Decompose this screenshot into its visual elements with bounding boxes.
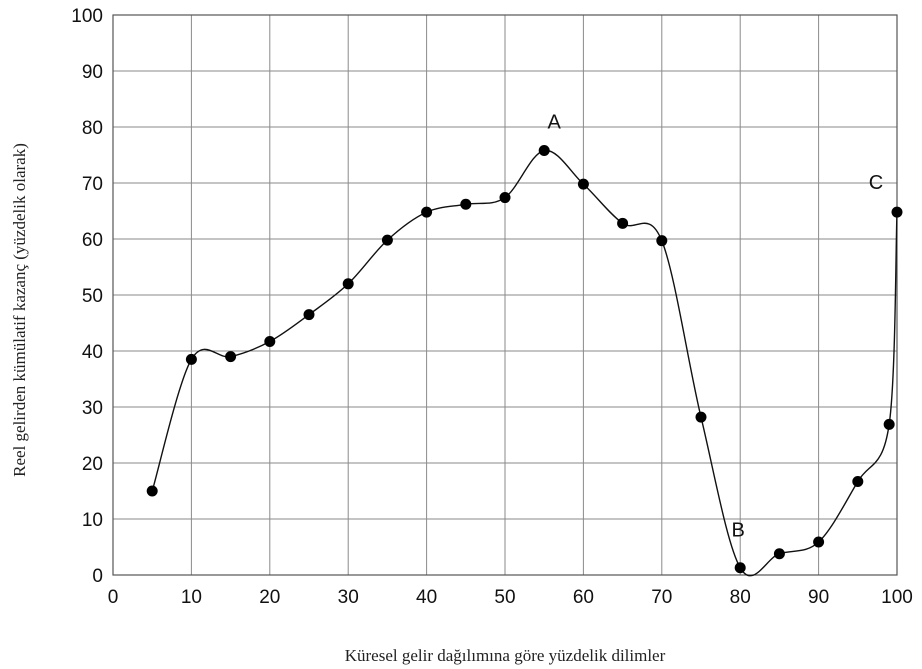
y-tick-labels: 0 10 20 30 40 50 60 70 80 90 100 bbox=[71, 6, 103, 587]
y-tick-label: 100 bbox=[71, 6, 103, 27]
x-tick-label: 90 bbox=[808, 587, 829, 608]
y-tick-label: 20 bbox=[82, 454, 103, 475]
data-point bbox=[883, 418, 895, 430]
annotation-label: A bbox=[548, 112, 562, 134]
data-point bbox=[185, 353, 197, 365]
x-tick-label: 50 bbox=[494, 587, 515, 608]
y-tick-label: 10 bbox=[82, 510, 103, 531]
x-tick-label: 70 bbox=[651, 587, 672, 608]
x-tick-label: 60 bbox=[573, 587, 594, 608]
plot-frame bbox=[112, 14, 898, 576]
y-axis-title: Reel gelirden kümülatif kazanç (yüzdelik… bbox=[10, 143, 29, 477]
x-tick-label: 80 bbox=[730, 587, 751, 608]
data-point bbox=[264, 335, 276, 347]
y-tick-label: 80 bbox=[82, 118, 103, 139]
grid bbox=[112, 14, 898, 576]
data-point bbox=[891, 206, 903, 218]
y-tick-label: 30 bbox=[82, 398, 103, 419]
annotation-label: C bbox=[869, 172, 883, 194]
x-axis-title: Küresel gelir dağılımına göre yüzdelik d… bbox=[345, 646, 666, 665]
x-tick-label: 20 bbox=[259, 587, 280, 608]
x-tick-label: 10 bbox=[181, 587, 202, 608]
y-tick-label: 40 bbox=[82, 342, 103, 363]
y-tick-label: 70 bbox=[82, 174, 103, 195]
x-tick-label: 0 bbox=[108, 587, 119, 608]
data-point bbox=[617, 217, 629, 229]
data-point bbox=[499, 192, 511, 204]
data-point bbox=[656, 235, 668, 247]
y-tick-label: 90 bbox=[82, 62, 103, 83]
annotations: A B C bbox=[548, 112, 884, 542]
x-tick-label: 100 bbox=[881, 587, 913, 608]
data-points bbox=[146, 145, 903, 574]
x-tick-labels: 0 10 20 30 40 50 60 70 80 90 100 bbox=[108, 587, 913, 608]
y-tick-label: 60 bbox=[82, 230, 103, 251]
data-point bbox=[381, 234, 393, 246]
series-line bbox=[151, 149, 898, 577]
data-point bbox=[342, 278, 354, 290]
data-point bbox=[773, 548, 785, 560]
x-tick-label: 40 bbox=[416, 587, 437, 608]
data-point bbox=[421, 206, 433, 218]
data-point bbox=[852, 475, 864, 487]
data-point bbox=[225, 351, 237, 363]
data-point bbox=[577, 178, 589, 190]
data-point bbox=[695, 411, 707, 423]
y-tick-label: 0 bbox=[92, 566, 103, 587]
data-point bbox=[303, 309, 315, 321]
data-point bbox=[734, 562, 746, 574]
y-tick-label: 50 bbox=[82, 286, 103, 307]
x-tick-label: 30 bbox=[338, 587, 359, 608]
data-point bbox=[460, 198, 472, 210]
data-point bbox=[538, 145, 550, 157]
data-point bbox=[146, 485, 158, 497]
data-point bbox=[813, 536, 825, 548]
annotation-label: B bbox=[732, 520, 745, 542]
